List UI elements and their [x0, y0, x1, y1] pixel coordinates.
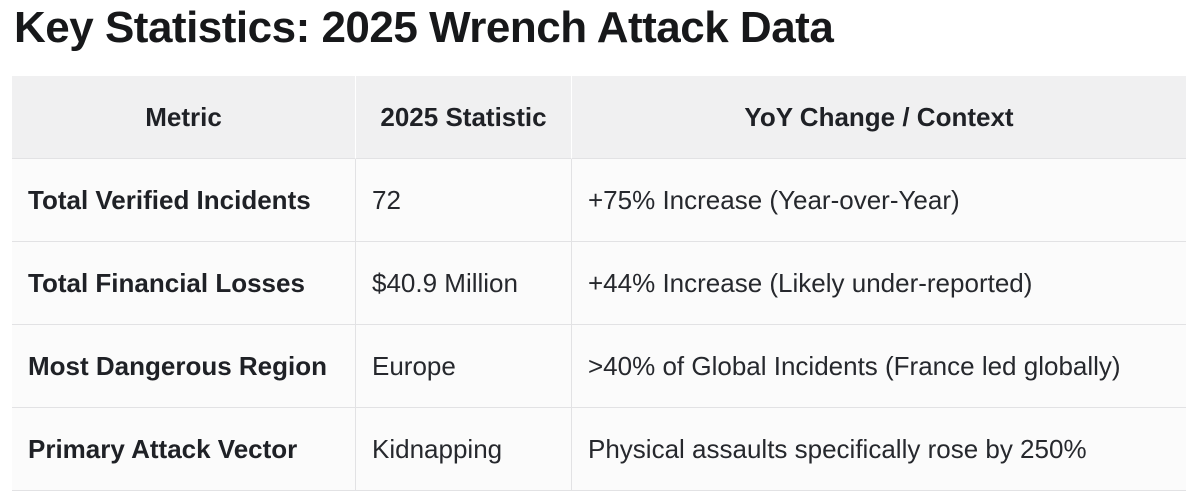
- column-header-statistic: 2025 Statistic: [355, 76, 571, 160]
- statistics-table: Metric 2025 Statistic YoY Change / Conte…: [12, 76, 1186, 492]
- table-row: Total Verified Incidents 72 +75% Increas…: [12, 159, 1186, 243]
- cell-metric: Total Financial Losses: [12, 242, 355, 326]
- cell-metric: Total Verified Incidents: [12, 159, 355, 243]
- column-header-context: YoY Change / Context: [571, 76, 1186, 160]
- cell-statistic: 72: [355, 159, 571, 243]
- cell-statistic: Europe: [355, 325, 571, 409]
- cell-metric: Most Dangerous Region: [12, 325, 355, 409]
- cell-context: +44% Increase (Likely under-reported): [571, 242, 1186, 326]
- table-row: Most Dangerous Region Europe >40% of Glo…: [12, 325, 1186, 409]
- cell-statistic: Kidnapping: [355, 408, 571, 492]
- table-row: Total Financial Losses $40.9 Million +44…: [12, 242, 1186, 326]
- cell-statistic: $40.9 Million: [355, 242, 571, 326]
- cell-context: Physical assaults specifically rose by 2…: [571, 408, 1186, 492]
- table-row: Primary Attack Vector Kidnapping Physica…: [12, 408, 1186, 492]
- column-header-metric: Metric: [12, 76, 355, 160]
- cell-context: >40% of Global Incidents (France led glo…: [571, 325, 1186, 409]
- header-row: Metric 2025 Statistic YoY Change / Conte…: [12, 76, 1186, 160]
- page-title: Key Statistics: 2025 Wrench Attack Data: [14, 3, 834, 52]
- cell-context: +75% Increase (Year-over-Year): [571, 159, 1186, 243]
- cell-metric: Primary Attack Vector: [12, 408, 355, 492]
